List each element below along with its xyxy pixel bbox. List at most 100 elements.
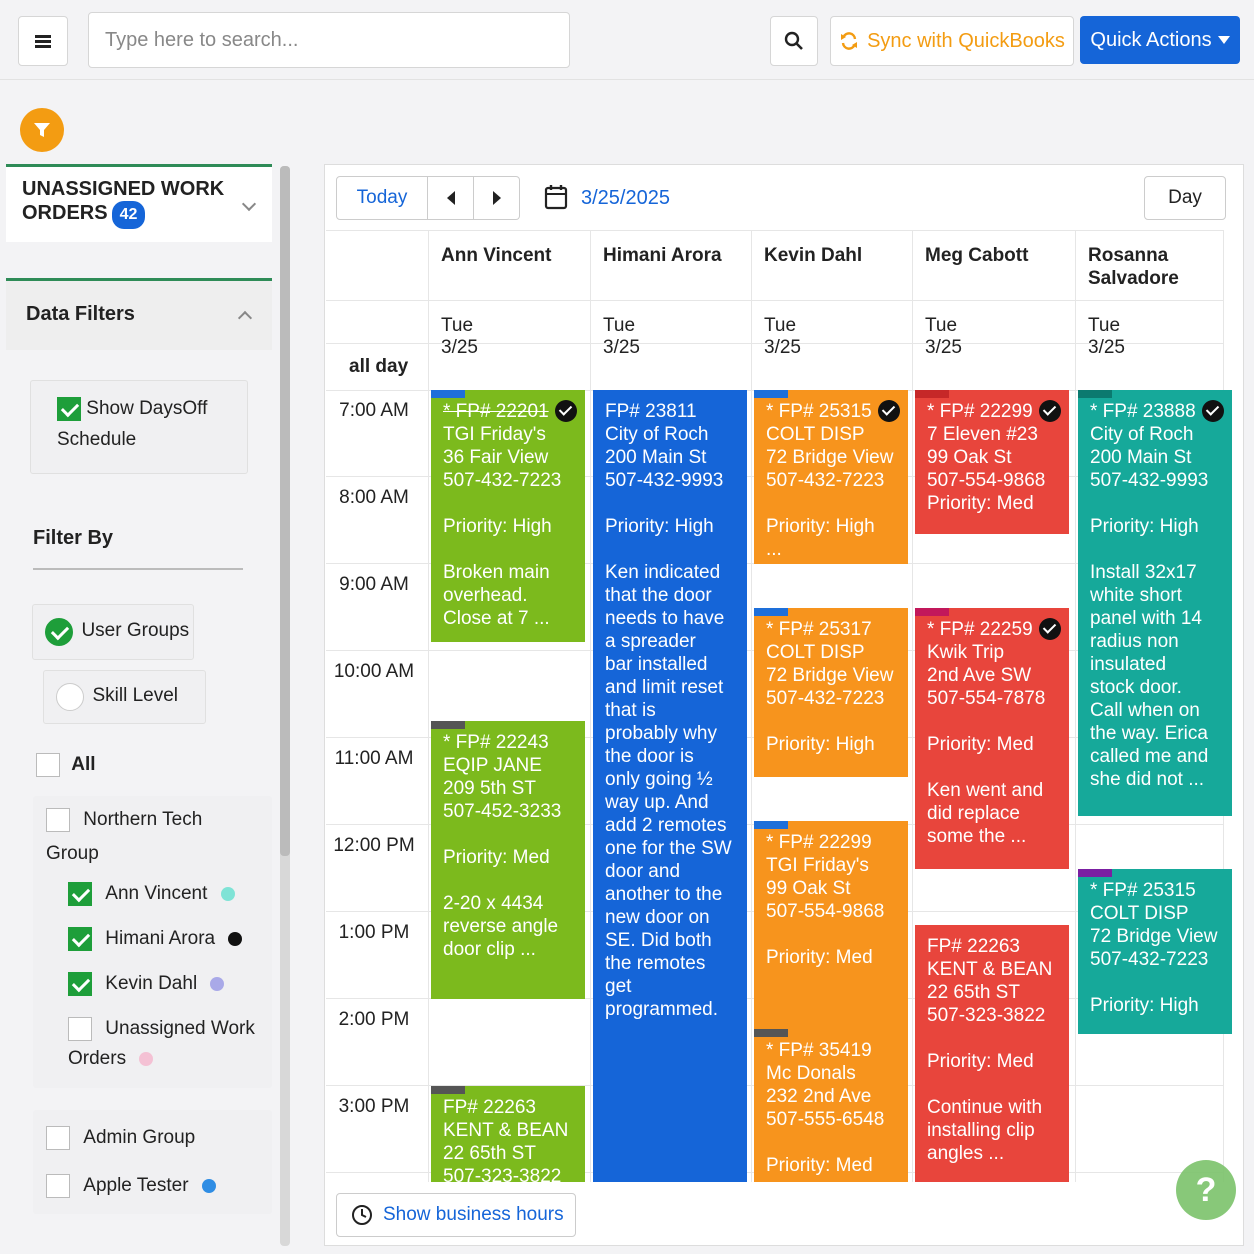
unassigned-member-label: Unassigned Work [105, 1018, 255, 1040]
check-circle-icon [555, 400, 577, 422]
user-groups-radio[interactable] [45, 618, 73, 646]
event-status-bar [915, 390, 949, 398]
chevron-up-icon[interactable] [237, 310, 253, 326]
help-icon: ? [1195, 1170, 1217, 1209]
show-daysoff-checkbox[interactable] [57, 397, 81, 421]
member-unassigned[interactable]: Unassigned Work [68, 1017, 255, 1041]
sync-quickbooks-button[interactable]: Sync with QuickBooks [830, 16, 1074, 66]
skill-level-option[interactable]: Skill Level [43, 670, 206, 724]
menu-button[interactable] [18, 16, 68, 66]
apple-tester-option[interactable]: Apple Tester [46, 1174, 216, 1198]
himani-arora-checkbox[interactable] [68, 927, 92, 951]
event-text: * FP# 25317 COLT DISP 72 Bridge View 507… [766, 618, 894, 755]
grid-vline [1075, 230, 1076, 1182]
search-button[interactable] [770, 16, 818, 66]
work-order-event[interactable]: FP# 22263 KENT & BEAN 22 65th ST 507-323… [431, 1086, 585, 1182]
skill-level-radio[interactable] [56, 683, 84, 711]
day-header: Tue 3/25 [441, 315, 478, 358]
all-option[interactable]: All [36, 753, 96, 777]
unassigned-color-dot [139, 1051, 154, 1066]
show-business-hours-button[interactable]: Show business hours [336, 1193, 576, 1237]
all-checkbox[interactable] [36, 753, 60, 777]
event-text: * FP# 35419 Mc Donals 232 2nd Ave 507-55… [766, 1040, 885, 1177]
show-business-hours-label: Show business hours [383, 1204, 564, 1225]
unassigned-title-2: ORDERS [22, 202, 108, 224]
member-ann-vincent[interactable]: Ann Vincent [68, 882, 235, 906]
view-day-button[interactable]: Day [1144, 176, 1226, 220]
other-groups-card [33, 1110, 272, 1214]
search-icon [784, 31, 803, 50]
filters-body [6, 350, 272, 1220]
resource-header: Kevin Dahl [764, 245, 863, 266]
show-daysoff-label-2: Schedule [57, 429, 137, 450]
current-date-label[interactable]: 3/25/2025 [581, 187, 670, 209]
all-label: All [71, 754, 96, 776]
quick-actions-button[interactable]: Quick Actions [1080, 16, 1240, 64]
kevin-dahl-color-dot [210, 977, 225, 991]
user-groups-option[interactable]: User Groups [32, 604, 194, 660]
northern-tech-option[interactable]: Northern Tech [46, 808, 202, 832]
data-filters-header[interactable]: Data Filters [6, 278, 272, 350]
today-label: Today [356, 187, 408, 208]
show-daysoff-label: Show DaysOff [86, 398, 208, 420]
prev-day-button[interactable] [428, 176, 474, 220]
northern-tech-checkbox[interactable] [46, 808, 70, 832]
work-order-event[interactable]: * FP# 25315 COLT DISP 72 Bridge View 507… [1078, 868, 1232, 1034]
event-text: FP# 22263 KENT & BEAN 22 65th ST 507-323… [443, 1097, 569, 1182]
kevin-dahl-label: Kevin Dahl [105, 973, 198, 995]
time-slot-label: 8:00 AM [339, 487, 409, 508]
unassigned-count-badge: 42 [111, 201, 146, 229]
work-order-event[interactable]: * FP# 35419 Mc Donals 232 2nd Ave 507-55… [754, 1029, 908, 1182]
event-status-bar [1078, 868, 1112, 877]
work-order-event[interactable]: FP# 23811 City of Roch 200 Main St 507-4… [593, 390, 747, 1182]
filter-toggle-button[interactable] [20, 108, 64, 152]
work-order-event[interactable]: * FP# 22259 Kwik Trip 2nd Ave SW 507-554… [915, 607, 1069, 869]
kevin-dahl-checkbox[interactable] [68, 972, 92, 996]
next-day-button[interactable] [474, 176, 520, 220]
work-order-event[interactable]: * FP# 22299 7 Eleven #23 99 Oak St 507-5… [915, 390, 1069, 534]
event-text: * FP# 25315 COLT DISP 72 Bridge View 507… [766, 401, 894, 560]
grid-hline [326, 300, 1224, 301]
event-status-bar [754, 607, 788, 616]
show-daysoff-card: Show DaysOff Schedule [30, 380, 248, 474]
skill-level-label: Skill Level [92, 685, 178, 707]
event-status-bar [754, 820, 788, 829]
apple-tester-checkbox[interactable] [46, 1174, 70, 1198]
filter-icon [34, 123, 50, 137]
work-order-event[interactable]: * FP# 25317 COLT DISP 72 Bridge View 507… [754, 607, 908, 778]
member-himani-arora[interactable]: Himani Arora [68, 927, 243, 951]
admin-group-label: Admin Group [83, 1127, 196, 1149]
help-button[interactable]: ? [1176, 1160, 1236, 1220]
work-order-event[interactable]: FP# 22263 KENT & BEAN 22 65th ST 507-323… [915, 925, 1069, 1182]
chevron-left-icon [446, 191, 455, 205]
today-button[interactable]: Today [336, 176, 428, 220]
work-order-event[interactable]: * FP# 22299 TGI Friday's 99 Oak St 507-5… [754, 820, 908, 1039]
grid-vline [912, 230, 913, 1182]
admin-group-option[interactable]: Admin Group [46, 1126, 195, 1150]
view-day-label: Day [1168, 187, 1202, 208]
event-status-bar [431, 1086, 465, 1094]
work-order-event[interactable]: * FP# 22243 EQIP JANE 209 5th ST 507-452… [431, 720, 585, 999]
unassigned-work-orders-panel[interactable]: UNASSIGNED WORK ORDERS 42 [6, 164, 272, 242]
calendar-date-picker-icon[interactable] [544, 184, 568, 215]
sidebar-scrollbar-thumb[interactable] [280, 166, 290, 856]
event-text: * FP# 22201 TGI Friday's 36 Fair View 50… [443, 401, 562, 629]
northern-tech-label: Northern Tech [83, 809, 203, 831]
unassigned-member-checkbox[interactable] [68, 1017, 92, 1041]
ann-vincent-checkbox[interactable] [68, 882, 92, 906]
work-order-event[interactable]: * FP# 22201 TGI Friday's 36 Fair View 50… [431, 390, 585, 643]
admin-group-checkbox[interactable] [46, 1126, 70, 1150]
member-kevin-dahl[interactable]: Kevin Dahl [68, 972, 225, 996]
event-text: * FP# 22299 TGI Friday's 99 Oak St 507-5… [766, 831, 885, 968]
grid-vline [590, 230, 591, 1182]
work-order-event[interactable]: * FP# 25315 COLT DISP 72 Bridge View 507… [754, 390, 908, 564]
northern-tech-label-2: Group [46, 843, 99, 864]
event-text: FP# 22263 KENT & BEAN 22 65th ST 507-323… [927, 936, 1053, 1165]
himani-arora-label: Himani Arora [105, 928, 216, 950]
search-input[interactable] [88, 12, 570, 68]
work-order-event[interactable]: * FP# 23888 City of Roch 200 Main St 507… [1078, 390, 1232, 817]
event-status-bar [754, 390, 788, 398]
all-day-label: all day [349, 356, 409, 377]
time-slot-label: 7:00 AM [339, 400, 409, 421]
hamburger-icon [35, 34, 51, 48]
